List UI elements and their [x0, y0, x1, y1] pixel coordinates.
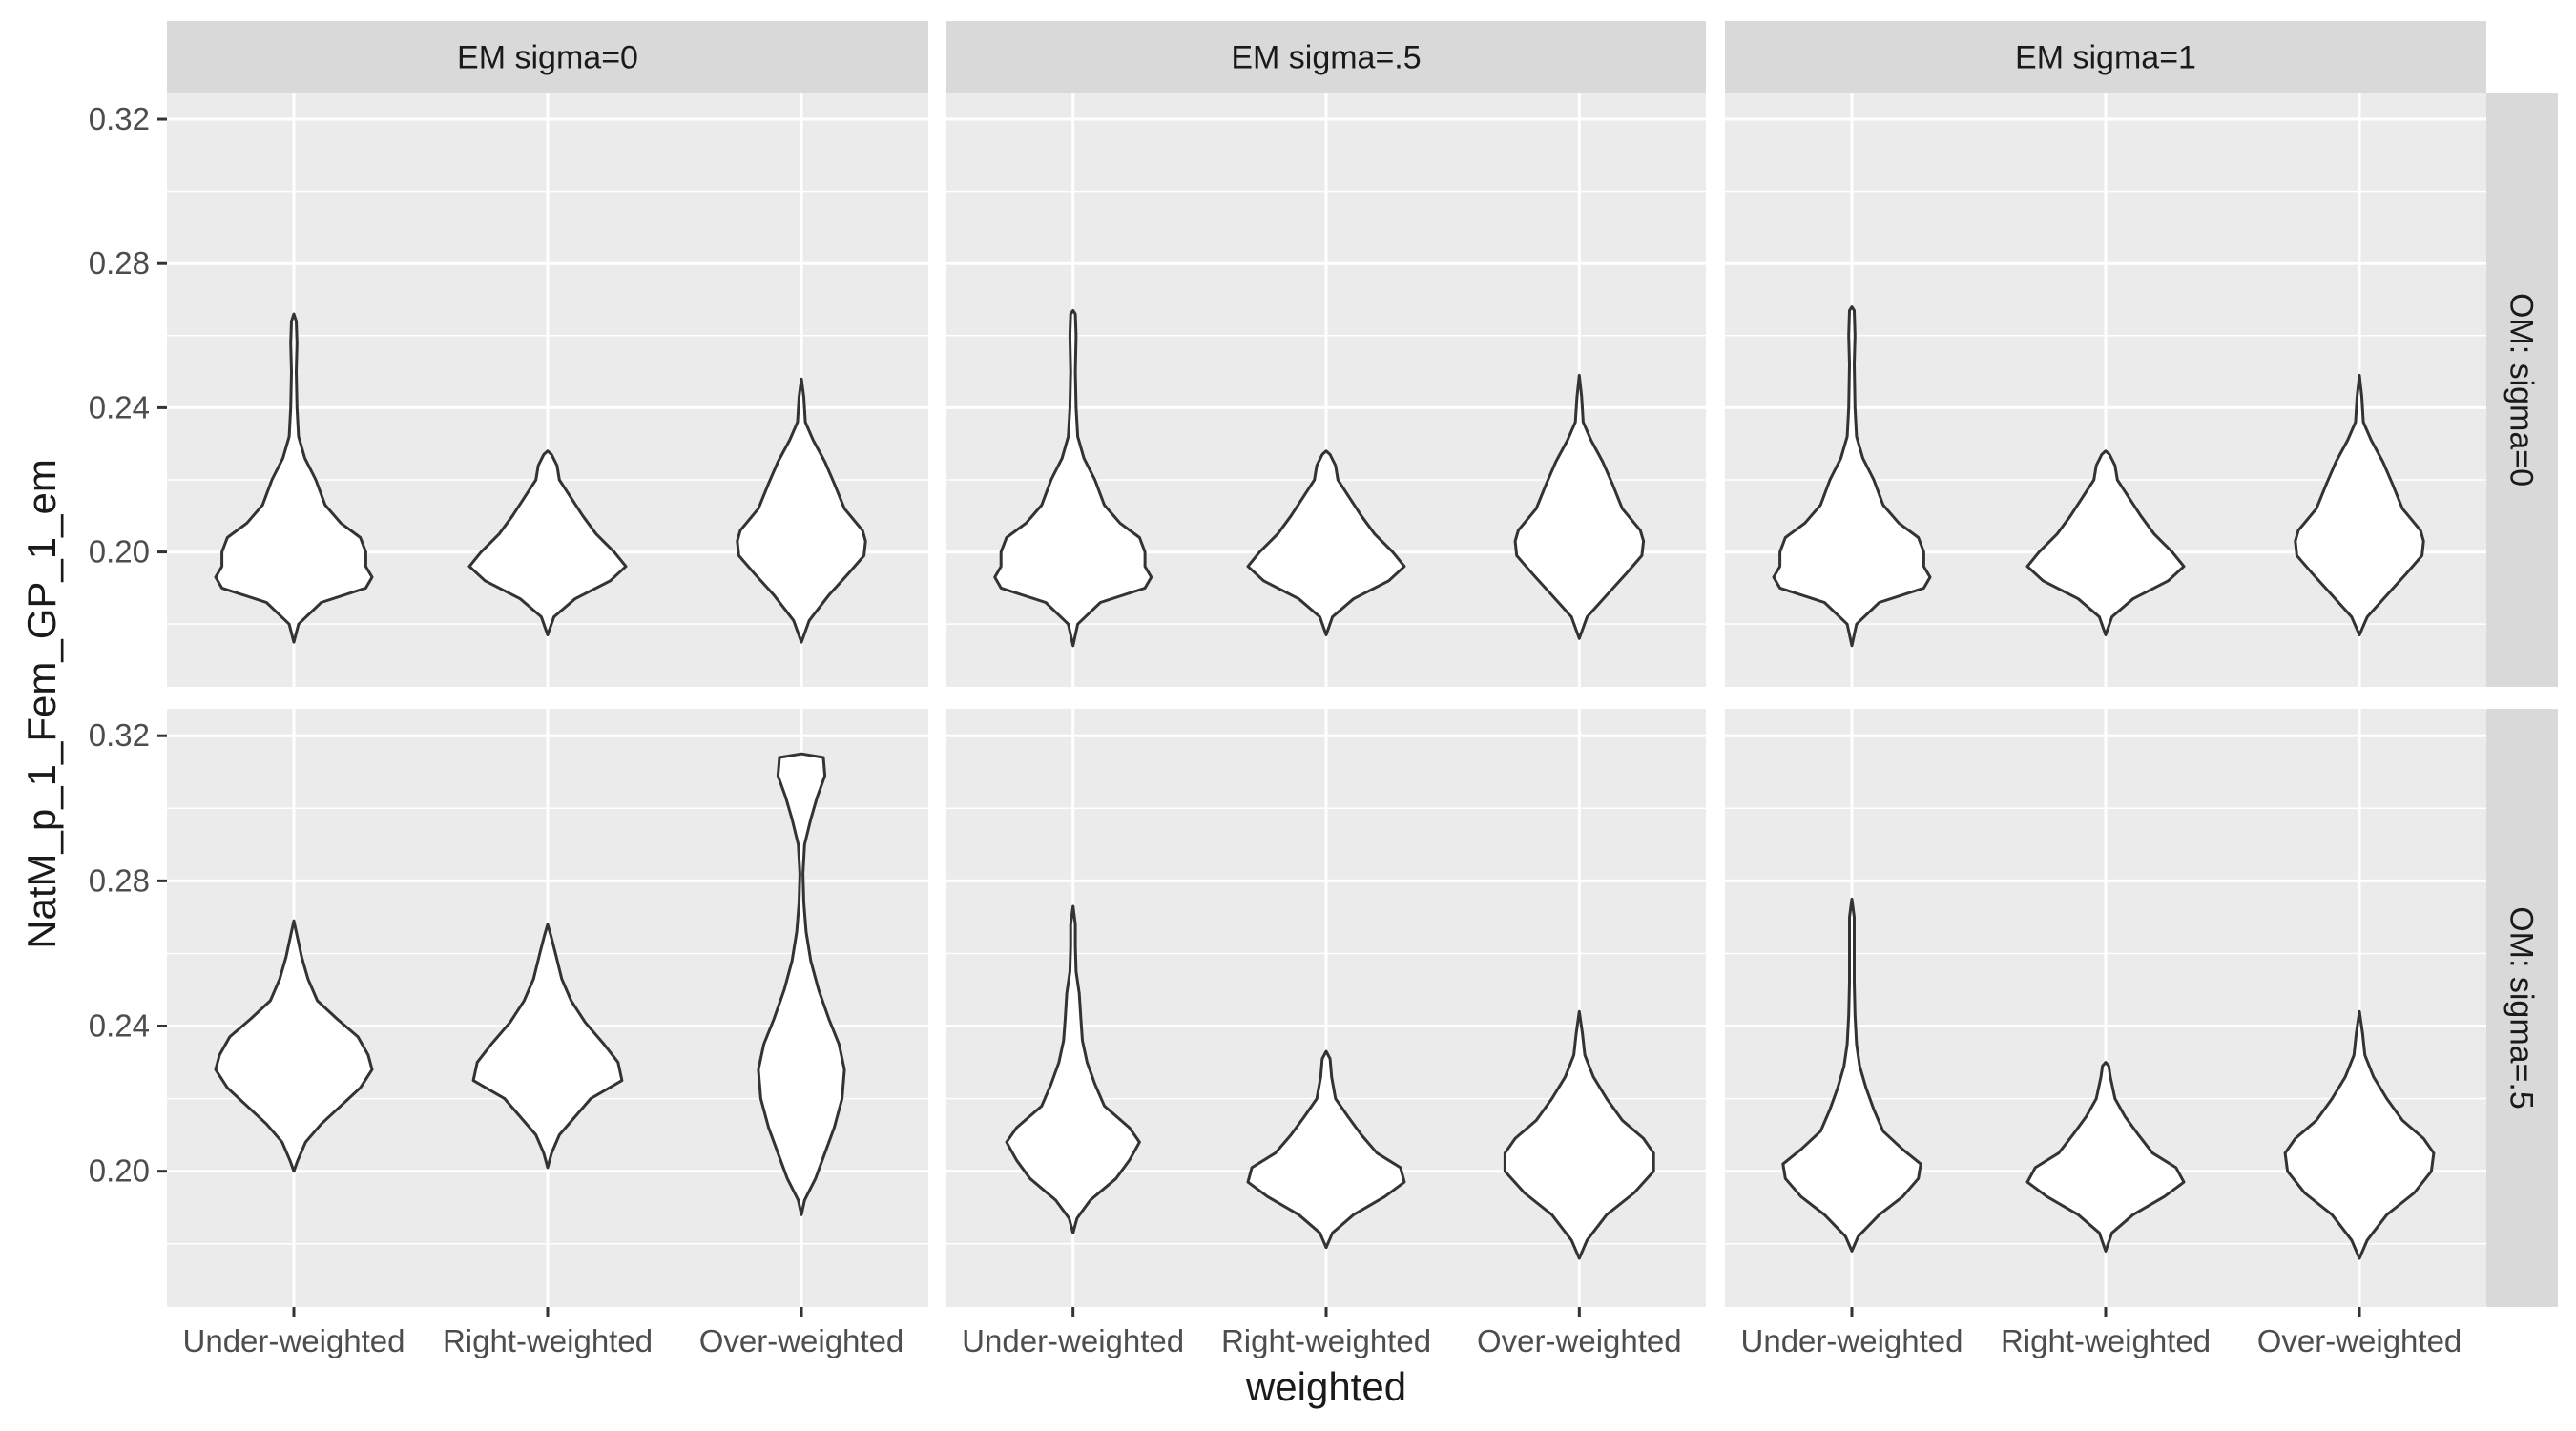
x-tick-label: Right-weighted: [443, 1323, 653, 1358]
strip-label: EM sigma=0: [457, 40, 638, 76]
y-tick-label: 0.28: [89, 862, 150, 898]
x-tick-label: Over-weighted: [2257, 1323, 2462, 1358]
strip-label: EM sigma=.5: [1231, 40, 1421, 76]
y-tick-label: 0.32: [89, 101, 150, 136]
x-tick-label: Under-weighted: [183, 1323, 405, 1358]
violin-over-weighted-r1-c1: [1503, 1009, 1655, 1260]
violin-right-weighted-r1-c1: [1246, 1049, 1406, 1250]
strip-row-1: OM: sigma=.5: [2486, 709, 2558, 1307]
violin-over-weighted-r1-c0: [757, 752, 846, 1216]
violin-under-weighted-r0-c2: [1772, 305, 1932, 648]
violin-under-weighted-r1-c0: [214, 919, 374, 1173]
violin-over-weighted-r1-c2: [2283, 1009, 2436, 1260]
violin-over-weighted-r0-c0: [736, 377, 867, 644]
x-tick-label: Right-weighted: [1221, 1323, 1431, 1358]
y-tick-label: 0.28: [89, 245, 150, 280]
y-tick-label: 0.20: [89, 534, 150, 570]
strip-label: OM: sigma=0: [2503, 293, 2540, 487]
x-axis-title: weighted: [1245, 1364, 1406, 1409]
x-tick-label: Over-weighted: [699, 1323, 904, 1358]
y-axis-title: NatM_p_1_Fem_GP_1_em: [19, 459, 64, 949]
strip-row-0: OM: sigma=0: [2486, 93, 2558, 687]
x-tick-label: Over-weighted: [1477, 1323, 1682, 1358]
strip-label: OM: sigma=.5: [2503, 906, 2540, 1110]
y-tick-label: 0.32: [89, 717, 150, 753]
x-tick-label: Under-weighted: [962, 1323, 1184, 1358]
violin-under-weighted-r0-c0: [214, 312, 374, 644]
violin-right-weighted-r0-c1: [1246, 449, 1406, 636]
strip-column-1: EM sigma=.5: [946, 21, 1706, 93]
violin-under-weighted-r1-c1: [1005, 904, 1141, 1234]
strip-column-0: EM sigma=0: [167, 21, 928, 93]
y-tick-label: 0.20: [89, 1153, 150, 1189]
x-tick-label: Under-weighted: [1741, 1323, 1963, 1358]
y-tick-label: 0.24: [89, 389, 150, 425]
violin-right-weighted-r0-c2: [2025, 449, 2186, 636]
violin-right-weighted-r0-c0: [467, 449, 628, 636]
y-tick-label: 0.24: [89, 1008, 150, 1044]
strip-label: EM sigma=1: [2015, 40, 2196, 76]
x-tick-label: Right-weighted: [2001, 1323, 2211, 1358]
violin-right-weighted-r1-c0: [471, 923, 624, 1170]
violin-over-weighted-r0-c1: [1513, 373, 1646, 640]
violin-over-weighted-r0-c2: [2294, 373, 2425, 636]
violin-right-weighted-r1-c2: [2025, 1061, 2186, 1253]
strip-column-2: EM sigma=1: [1725, 21, 2486, 93]
violin-under-weighted-r0-c1: [993, 308, 1153, 648]
violin-under-weighted-r1-c2: [1781, 897, 1922, 1253]
